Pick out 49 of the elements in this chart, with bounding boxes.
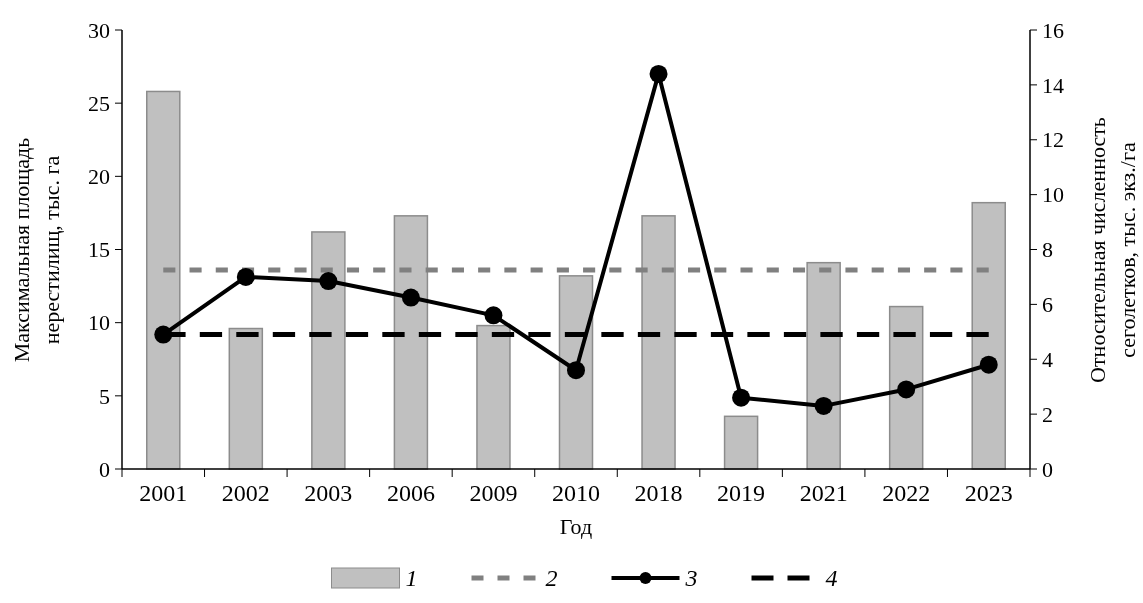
bar (888, 305, 924, 470)
point (567, 361, 585, 380)
y2-tick-label: 12 (1042, 127, 1064, 153)
y2-tick-label: 8 (1042, 237, 1053, 263)
x-tick-label: 2006 (386, 480, 435, 506)
legend-label: 2 (545, 565, 558, 592)
y-tick-label: 20 (88, 164, 110, 190)
y-tick-label: 30 (88, 17, 110, 43)
bar (558, 275, 594, 470)
y-tick-label: 10 (88, 310, 110, 336)
y-tick-label: 15 (88, 237, 110, 263)
y2-tick-label: 4 (1042, 346, 1053, 372)
legend-label: 1 (405, 565, 418, 592)
legend-label: 4 (825, 565, 838, 592)
y2-axis-title: Относительная численность сеголетков, тыс. экз./га (1084, 115, 1141, 385)
x-tick-label: 2010 (552, 480, 600, 506)
y-tick-label: 5 (99, 383, 110, 409)
y-tick-label: 25 (88, 90, 110, 116)
point (979, 355, 998, 374)
x-tick-label: 2022 (882, 480, 931, 506)
point (484, 306, 503, 325)
y2-tick-label: 2 (1042, 401, 1053, 427)
y-tick-label: 0 (99, 456, 110, 482)
x-tick-label: 2002 (221, 480, 270, 506)
y2-tick-label: 0 (1042, 456, 1053, 482)
y2-tick-label: 6 (1042, 292, 1053, 318)
point (814, 396, 833, 415)
y2-tick-label: 10 (1042, 182, 1064, 208)
point (649, 64, 668, 83)
point (401, 288, 420, 307)
bar (723, 415, 759, 470)
point (732, 388, 751, 407)
y-axis-title: Максимальная площадь нерестилищ, тыс. га (8, 136, 65, 364)
bar (228, 327, 264, 470)
y2-tick-label: 16 (1042, 17, 1064, 43)
point (236, 267, 255, 286)
y2-tick-label: 14 (1042, 72, 1064, 98)
x-tick-label: 2023 (964, 480, 1013, 506)
x-tick-label: 2021 (799, 480, 848, 506)
legend-label: 3 (684, 565, 698, 592)
x-tick-label: 2019 (717, 480, 766, 506)
x-tick-label: 2003 (304, 480, 353, 506)
x-axis-title: Год (559, 514, 593, 539)
bar (476, 324, 511, 470)
x-tick-label: 2018 (634, 480, 683, 506)
x-tick-label: 2001 (139, 480, 188, 506)
point (319, 272, 338, 291)
x-tick-label: 2009 (469, 480, 518, 506)
point (897, 380, 916, 399)
